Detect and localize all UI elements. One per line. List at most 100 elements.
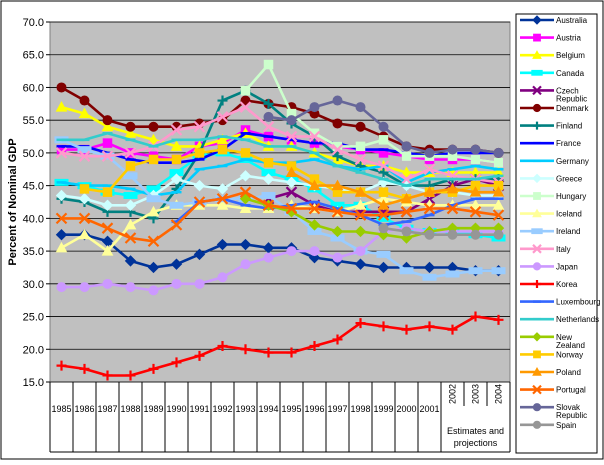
series-italy — [55, 101, 505, 189]
data-point — [193, 179, 206, 192]
data-point — [239, 101, 252, 113]
data-point — [55, 241, 68, 253]
data-point — [492, 186, 505, 197]
data-point — [400, 173, 413, 185]
data-point — [423, 163, 436, 176]
legend-swatch-marker — [533, 121, 541, 130]
legend-label: Belgium — [556, 51, 585, 60]
data-point — [469, 206, 482, 218]
data-point — [263, 111, 274, 122]
x-tick-label: 1990 — [166, 404, 186, 414]
x-axis: 1985 1986 1987 1988 1989 1990 1991 1992 1993 1994… — [49, 382, 511, 453]
data-point — [263, 157, 274, 168]
data-point — [171, 357, 182, 368]
data-point — [354, 225, 367, 238]
data-point — [493, 314, 504, 325]
data-point — [261, 191, 276, 199]
legend-item-denmark: Denmark — [520, 103, 589, 113]
legend-item-japan: Japan — [520, 262, 578, 271]
legend-swatch-marker — [532, 403, 542, 412]
data-point — [262, 199, 275, 212]
data-point — [285, 166, 298, 178]
data-point — [355, 318, 366, 329]
data-point — [193, 248, 206, 261]
x-tick-label: 2000 — [396, 404, 416, 414]
data-point — [216, 133, 229, 145]
data-point — [378, 167, 389, 178]
data-point — [285, 176, 298, 189]
data-point — [399, 267, 414, 275]
data-point — [124, 199, 137, 211]
series-spain — [378, 223, 504, 240]
data-point — [125, 282, 136, 293]
data-point — [194, 350, 205, 361]
legend-item-belgium: Belgium — [520, 50, 585, 60]
x-tick-label: 1985 — [51, 404, 71, 414]
data-point — [79, 184, 90, 194]
data-point — [378, 223, 389, 234]
legend-label: Canada — [556, 69, 585, 78]
data-point — [216, 111, 229, 123]
data-point — [170, 140, 183, 151]
series-line-poland — [290, 171, 499, 207]
data-point — [170, 124, 183, 136]
series-netherlands — [56, 132, 504, 187]
data-point — [377, 199, 390, 210]
legend-swatch-marker — [532, 262, 542, 271]
x-tick-label: 1987 — [97, 404, 117, 414]
legend-label: Czech — [556, 86, 579, 95]
data-point — [378, 121, 389, 132]
y-tick-label: 20.0 — [23, 344, 44, 356]
data-point — [102, 278, 113, 289]
data-point — [170, 173, 183, 185]
data-point — [378, 135, 389, 145]
data-point — [354, 199, 367, 210]
data-point — [240, 344, 251, 355]
data-point — [470, 311, 481, 322]
data-point — [377, 160, 390, 172]
y-tick-label: 50.0 — [23, 148, 44, 160]
legend-swatch-marker — [532, 244, 542, 254]
data-point — [468, 267, 483, 275]
data-point — [401, 141, 412, 152]
data-point — [491, 267, 506, 275]
x-tick-label: 1995 — [281, 404, 301, 414]
data-point — [331, 225, 344, 238]
legend-label: Ireland — [556, 227, 580, 236]
x-tick-label: 1996 — [304, 404, 324, 414]
legend-label: Austria — [556, 34, 581, 43]
data-point — [216, 199, 229, 210]
legend-item-hungary: Hungary — [520, 192, 586, 201]
x-tick-label: 1986 — [74, 404, 94, 414]
data-point — [55, 229, 68, 241]
y-tick-label: 45.0 — [23, 181, 44, 193]
legend-swatch-marker — [531, 228, 543, 235]
data-point — [169, 201, 184, 209]
data-point — [170, 219, 183, 231]
legend-item-poland: Poland — [520, 366, 581, 377]
data-point — [239, 186, 252, 198]
legend-label: Hungary — [556, 192, 586, 201]
data-point — [101, 120, 114, 132]
data-point — [332, 118, 343, 129]
estimates-label-line: projections — [454, 438, 498, 448]
data-point — [147, 261, 160, 274]
series-portugal — [55, 186, 505, 248]
data-point — [125, 161, 136, 171]
legend-item-korea: Korea — [520, 280, 578, 289]
data-point — [470, 144, 481, 155]
data-point — [332, 252, 343, 263]
data-point — [79, 363, 90, 374]
data-point — [493, 229, 504, 240]
data-point — [469, 199, 482, 210]
data-point — [470, 154, 481, 165]
data-point — [124, 255, 137, 267]
legend-label: Portugal — [556, 386, 586, 395]
data-point — [102, 115, 113, 126]
x-tick-label: 2003 — [471, 384, 481, 404]
data-point — [332, 151, 343, 162]
x-tick-label: 1992 — [212, 404, 232, 414]
legend-item-norway: Norway — [520, 350, 583, 359]
data-point — [445, 270, 460, 278]
